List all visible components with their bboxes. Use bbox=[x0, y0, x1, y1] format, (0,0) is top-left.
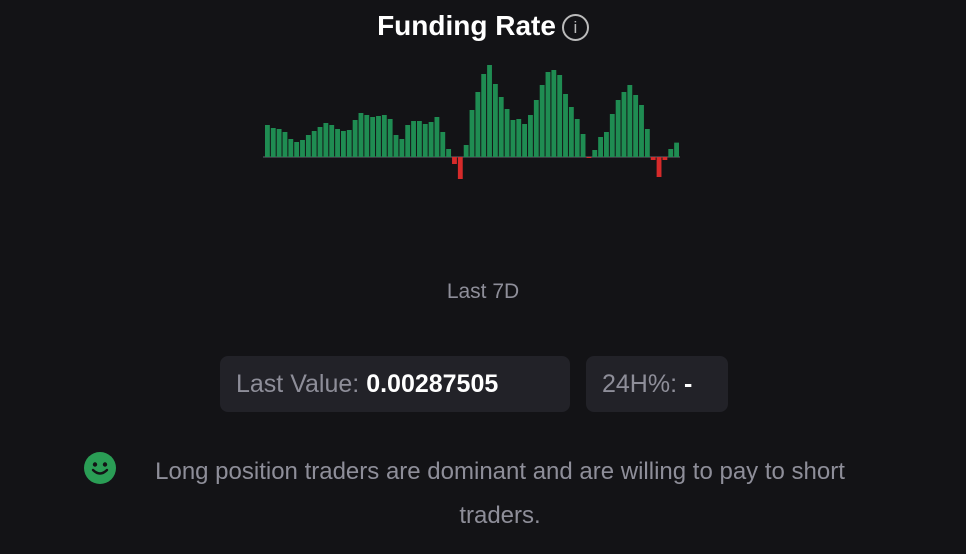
chart-bar[interactable] bbox=[323, 123, 329, 157]
chart-bar[interactable] bbox=[598, 137, 604, 157]
chart-bar[interactable] bbox=[428, 122, 434, 157]
chart-bar[interactable] bbox=[381, 115, 387, 157]
chart-bar[interactable] bbox=[650, 157, 656, 160]
chart-bar[interactable] bbox=[311, 131, 317, 157]
chart-bar[interactable] bbox=[604, 132, 609, 157]
chart-bar[interactable] bbox=[416, 121, 422, 157]
chart-bar[interactable] bbox=[317, 127, 323, 157]
last-value: 0.00287505 bbox=[366, 370, 499, 398]
chart-bar[interactable] bbox=[627, 85, 633, 157]
chart-bar[interactable] bbox=[340, 131, 346, 157]
chart-bar[interactable] bbox=[586, 157, 592, 158]
chart-bar[interactable] bbox=[557, 75, 563, 157]
chart-bar[interactable] bbox=[270, 128, 276, 157]
smiley-icon bbox=[84, 452, 116, 484]
chart-bar[interactable] bbox=[609, 114, 615, 157]
chart-bar[interactable] bbox=[370, 117, 376, 157]
chart-bar[interactable] bbox=[399, 139, 405, 157]
chart-bar[interactable] bbox=[446, 149, 452, 157]
period-label: Last 7D bbox=[446, 280, 520, 303]
chart-bar[interactable] bbox=[516, 119, 522, 157]
chart-bar[interactable] bbox=[674, 142, 679, 157]
chart-bar[interactable] bbox=[522, 124, 528, 157]
chart-bar[interactable] bbox=[621, 92, 627, 157]
chart-bar[interactable] bbox=[592, 150, 598, 157]
chart-bar[interactable] bbox=[528, 115, 533, 157]
chart-bar[interactable] bbox=[563, 94, 568, 157]
chart-bar[interactable] bbox=[452, 157, 457, 164]
chart-bar[interactable] bbox=[498, 97, 504, 157]
chart-bar[interactable] bbox=[469, 110, 475, 157]
sentiment-message: Long position traders are dominant and a… bbox=[155, 458, 845, 529]
chart-bar[interactable] bbox=[481, 74, 487, 157]
change-value: - bbox=[684, 370, 693, 398]
chart-bar[interactable] bbox=[551, 70, 557, 157]
last-value-label: Last Value: bbox=[236, 370, 360, 398]
chart-bar[interactable] bbox=[463, 145, 469, 157]
chart-bar[interactable] bbox=[352, 120, 358, 157]
title-text: Funding Rate bbox=[377, 10, 556, 41]
chart-bar[interactable] bbox=[405, 125, 411, 157]
chart-bar[interactable] bbox=[329, 125, 335, 157]
chart-bar[interactable] bbox=[422, 124, 428, 157]
chart-bar[interactable] bbox=[393, 135, 399, 157]
last-value-box: Last Value: 0.00287505 bbox=[220, 356, 570, 412]
funding-rate-chart bbox=[263, 65, 680, 179]
chart-bar[interactable] bbox=[656, 157, 662, 177]
chart-bar[interactable] bbox=[574, 119, 580, 157]
chart-bar[interactable] bbox=[492, 84, 498, 157]
chart-bar[interactable] bbox=[434, 117, 440, 157]
chart-bar[interactable] bbox=[615, 100, 621, 157]
chart-bar[interactable] bbox=[539, 85, 545, 157]
chart-bar[interactable] bbox=[358, 113, 364, 157]
info-icon[interactable]: i bbox=[561, 14, 589, 41]
chart-bar[interactable] bbox=[568, 107, 574, 157]
chart-bar[interactable] bbox=[300, 140, 305, 157]
chart-bar[interactable] bbox=[510, 120, 516, 157]
change-label: 24H%: bbox=[602, 370, 678, 398]
page-title: Funding Rate i bbox=[0, 10, 966, 42]
chart-bar[interactable] bbox=[668, 149, 674, 157]
chart-bar[interactable] bbox=[457, 157, 463, 179]
chart-bar[interactable] bbox=[504, 109, 510, 157]
chart-bar[interactable] bbox=[376, 116, 381, 157]
chart-bar[interactable] bbox=[387, 119, 393, 157]
chart-bar[interactable] bbox=[662, 157, 668, 160]
chart-bar[interactable] bbox=[276, 129, 282, 157]
chart-bar[interactable] bbox=[364, 115, 370, 157]
chart-bar[interactable] bbox=[305, 135, 311, 157]
chart-bar[interactable] bbox=[639, 105, 644, 157]
chart-bar[interactable] bbox=[282, 132, 288, 157]
chart-bar[interactable] bbox=[487, 65, 492, 157]
chart-bar[interactable] bbox=[545, 72, 551, 157]
chart-bar[interactable] bbox=[644, 129, 650, 157]
chart-bar[interactable] bbox=[533, 100, 539, 157]
chart-bar[interactable] bbox=[580, 134, 586, 157]
chart-bar[interactable] bbox=[288, 139, 294, 157]
chart-bar[interactable] bbox=[294, 142, 300, 157]
chart-bar[interactable] bbox=[440, 132, 446, 157]
chart-bar[interactable] bbox=[335, 129, 340, 157]
change-box: 24H%: - bbox=[586, 356, 728, 412]
chart-bar[interactable] bbox=[411, 121, 416, 157]
chart-bar[interactable] bbox=[633, 95, 639, 157]
chart-bar[interactable] bbox=[475, 92, 481, 157]
chart-bar[interactable] bbox=[265, 125, 270, 157]
chart-bar[interactable] bbox=[346, 130, 352, 157]
